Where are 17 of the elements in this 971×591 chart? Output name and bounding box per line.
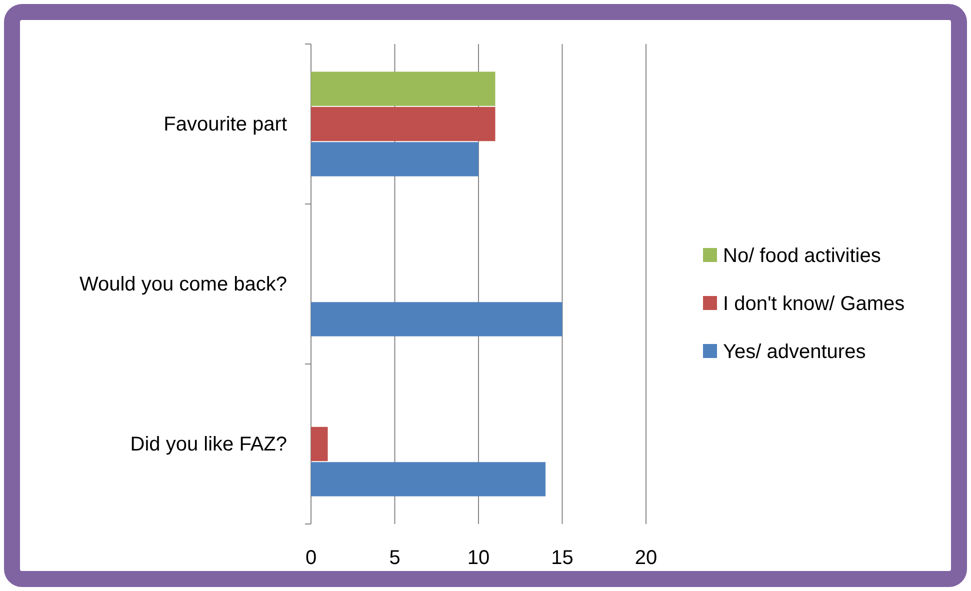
x-tick-label: 0 xyxy=(305,547,317,570)
bar xyxy=(311,426,328,462)
bar xyxy=(311,72,496,106)
legend-label: I don't know/ Games xyxy=(723,293,905,315)
legend-label: No/ food activities xyxy=(723,245,881,267)
y-tick-label: Would you come back? xyxy=(79,273,287,296)
y-tick-label: Did you like FAZ? xyxy=(130,433,287,456)
y-tick-label: Favourite part xyxy=(164,113,288,136)
x-tick-label: 10 xyxy=(467,547,490,570)
bar xyxy=(311,142,478,176)
x-tick-label: 5 xyxy=(389,547,400,570)
bar xyxy=(311,106,496,142)
x-tick-label: 15 xyxy=(551,547,574,570)
bar xyxy=(311,462,546,496)
x-tick-label: 20 xyxy=(634,547,658,570)
bar xyxy=(311,302,562,336)
legend-label: Yes/ adventures xyxy=(723,341,866,363)
